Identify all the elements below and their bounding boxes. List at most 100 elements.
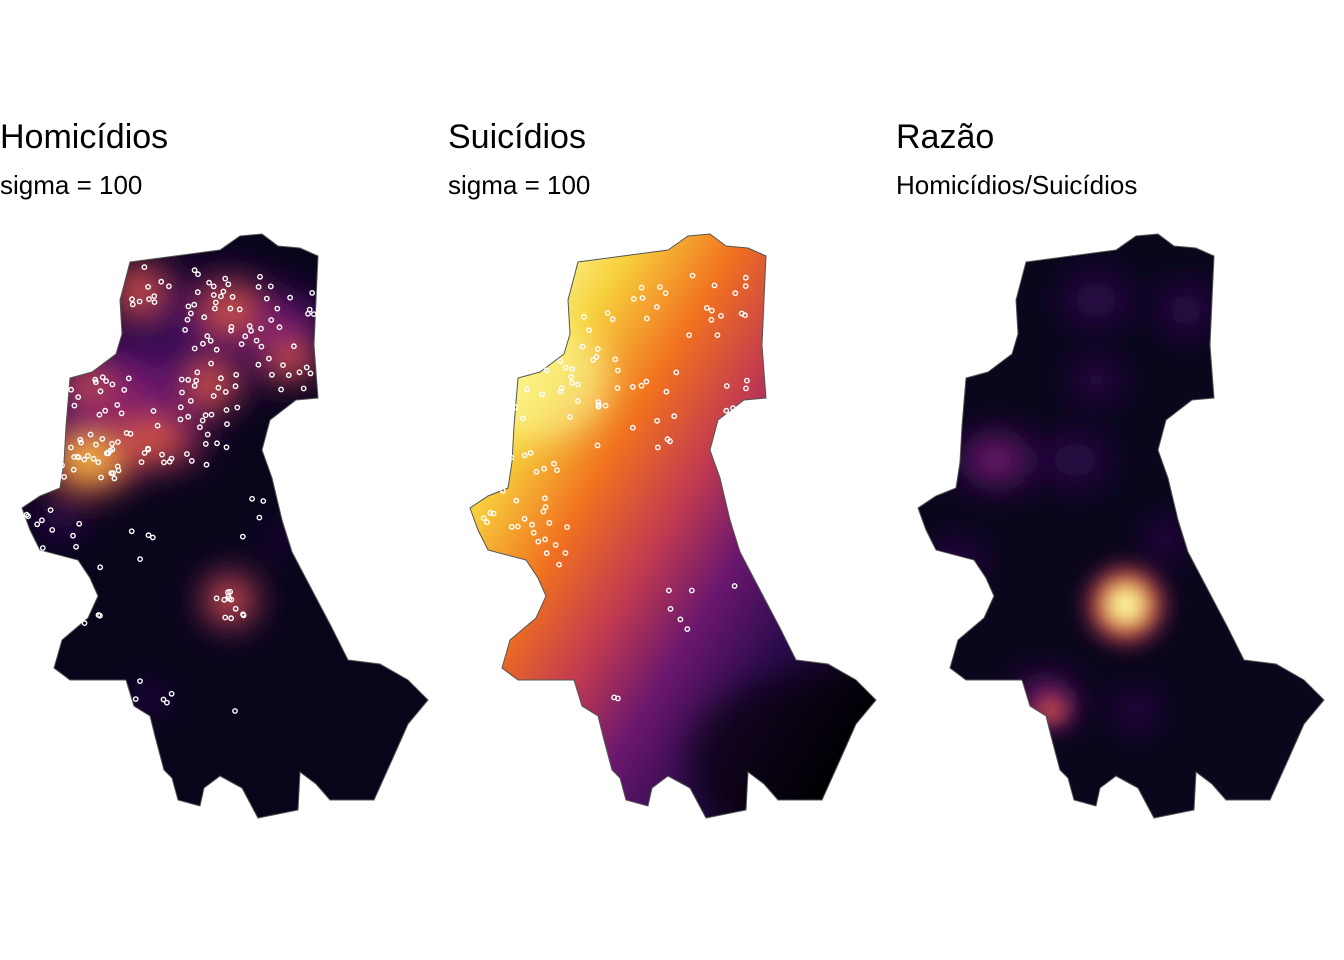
case-point (708, 316, 715, 323)
case-point (667, 438, 673, 445)
case-point (165, 283, 172, 290)
case-point (268, 371, 275, 378)
case-point (77, 436, 84, 443)
case-point (194, 369, 201, 376)
case-point (614, 367, 621, 374)
suicide-case-points (480, 272, 750, 702)
case-point (85, 452, 91, 459)
case-point (102, 407, 109, 414)
case-point (590, 356, 597, 363)
case-point (233, 371, 240, 378)
case-point (303, 364, 310, 371)
case-point (569, 366, 576, 372)
case-point (580, 313, 587, 320)
case-point (310, 311, 317, 317)
case-point (145, 532, 152, 539)
case-point (508, 523, 515, 530)
case-point (228, 596, 235, 603)
case-point (638, 382, 645, 389)
case-point (579, 343, 586, 350)
case-point (677, 616, 684, 623)
case-point (539, 391, 546, 398)
case-point (203, 461, 210, 468)
case-point (249, 495, 256, 502)
case-point (541, 465, 548, 472)
case-point (490, 510, 497, 517)
case-point (159, 451, 165, 458)
case-point (217, 293, 224, 300)
case-point (191, 382, 198, 389)
case-point (195, 271, 201, 278)
case-point (500, 487, 506, 494)
case-point (562, 550, 569, 556)
case-point (129, 296, 135, 303)
case-point (177, 416, 184, 423)
case-point (187, 310, 194, 317)
case-point (238, 341, 245, 347)
case-point (536, 359, 542, 366)
case-point (49, 527, 56, 533)
case-point (224, 421, 230, 427)
case-point (663, 388, 670, 395)
case-point (137, 678, 143, 684)
case-point (125, 375, 132, 382)
case-point (567, 413, 573, 420)
case-point (742, 283, 749, 289)
case-point (629, 383, 636, 390)
case-point (121, 386, 128, 393)
case-point (208, 411, 215, 418)
case-point (708, 307, 715, 314)
case-point (487, 509, 494, 516)
case-point (630, 295, 637, 302)
case-point (595, 399, 602, 405)
case-point (184, 316, 191, 323)
case-point (500, 367, 507, 374)
case-point (215, 384, 222, 391)
case-point (211, 305, 218, 312)
case-point (569, 379, 575, 386)
case-point (228, 323, 235, 330)
case-point (723, 383, 730, 389)
case-point (296, 369, 303, 376)
case-point (300, 385, 307, 392)
case-point (527, 449, 534, 456)
case-point (253, 337, 260, 344)
panel-suicides: Suicídios sigma = 100 (448, 0, 888, 960)
case-point (191, 301, 198, 308)
case-point (109, 381, 116, 388)
case-point (227, 588, 234, 595)
case-point (193, 377, 200, 384)
case-point (87, 431, 94, 438)
municipality-outline (21, 233, 429, 819)
case-point (114, 401, 121, 408)
case-point (688, 587, 695, 594)
case-point (58, 452, 64, 459)
case-point (732, 290, 739, 297)
case-point (519, 415, 526, 422)
case-point (723, 407, 730, 414)
case-point (526, 611, 533, 618)
case-point (150, 408, 157, 414)
case-point (68, 386, 75, 393)
case-point (213, 346, 220, 353)
municipality-outline (917, 233, 1325, 819)
case-point (562, 364, 569, 371)
case-point (177, 404, 184, 411)
case-point (533, 468, 540, 475)
case-point (276, 324, 283, 331)
case-point (743, 385, 749, 392)
case-point (543, 367, 550, 374)
case-point (118, 410, 125, 417)
case-point (535, 538, 542, 545)
case-point (213, 595, 220, 602)
case-point (196, 424, 203, 431)
case-point (689, 272, 696, 279)
case-point (199, 417, 206, 424)
case-point (145, 283, 152, 290)
case-point (97, 564, 104, 571)
case-point (543, 550, 550, 557)
panel-subtitle: sigma = 100 (448, 170, 591, 200)
case-point (95, 459, 102, 466)
case-point (228, 615, 235, 622)
case-point (138, 459, 145, 465)
